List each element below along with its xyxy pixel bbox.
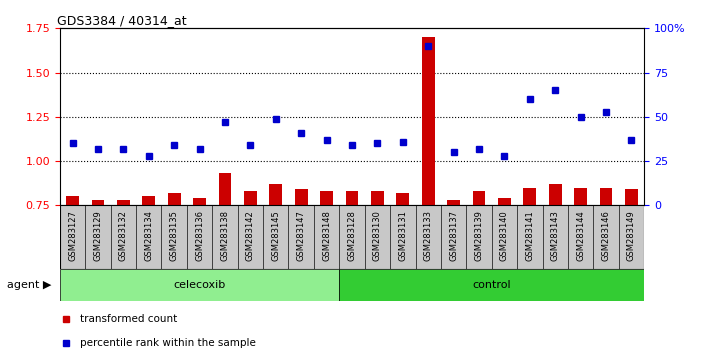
Text: GDS3384 / 40314_at: GDS3384 / 40314_at	[57, 14, 187, 27]
FancyBboxPatch shape	[136, 205, 161, 269]
Text: GSM283138: GSM283138	[220, 210, 230, 261]
FancyBboxPatch shape	[568, 205, 593, 269]
Bar	[219, 173, 232, 205]
Bar	[447, 200, 460, 205]
Bar	[295, 189, 308, 205]
Text: GSM283144: GSM283144	[576, 210, 585, 261]
Text: GSM283148: GSM283148	[322, 210, 331, 261]
Bar	[625, 189, 638, 205]
Text: agent ▶: agent ▶	[7, 280, 51, 290]
Bar	[117, 200, 130, 205]
FancyBboxPatch shape	[263, 205, 289, 269]
Text: GSM283129: GSM283129	[94, 210, 103, 261]
FancyBboxPatch shape	[339, 205, 365, 269]
Bar	[371, 191, 384, 205]
Bar	[142, 196, 155, 205]
Text: GSM283140: GSM283140	[500, 210, 509, 261]
Text: GSM283130: GSM283130	[373, 210, 382, 261]
Bar	[244, 191, 257, 205]
Text: GSM283136: GSM283136	[195, 210, 204, 261]
Bar	[422, 37, 434, 205]
FancyBboxPatch shape	[365, 205, 390, 269]
Text: GSM283132: GSM283132	[119, 210, 128, 261]
Bar	[600, 188, 612, 205]
Text: GSM283127: GSM283127	[68, 210, 77, 261]
FancyBboxPatch shape	[238, 205, 263, 269]
FancyBboxPatch shape	[390, 205, 415, 269]
FancyBboxPatch shape	[619, 205, 644, 269]
FancyBboxPatch shape	[441, 205, 466, 269]
Text: GSM283146: GSM283146	[601, 210, 610, 261]
FancyBboxPatch shape	[466, 205, 491, 269]
Bar	[270, 184, 282, 205]
Text: transformed count: transformed count	[80, 314, 177, 324]
Bar	[498, 198, 511, 205]
FancyBboxPatch shape	[85, 205, 111, 269]
Bar	[92, 200, 104, 205]
FancyBboxPatch shape	[161, 205, 187, 269]
Bar	[66, 196, 79, 205]
Bar	[472, 191, 485, 205]
Text: GSM283137: GSM283137	[449, 210, 458, 261]
Text: GSM283134: GSM283134	[144, 210, 153, 261]
FancyBboxPatch shape	[491, 205, 517, 269]
Bar	[549, 184, 562, 205]
FancyBboxPatch shape	[60, 269, 339, 301]
Text: control: control	[472, 280, 511, 290]
Text: GSM283149: GSM283149	[627, 210, 636, 261]
FancyBboxPatch shape	[415, 205, 441, 269]
FancyBboxPatch shape	[60, 205, 85, 269]
Bar	[168, 193, 180, 205]
Text: GSM283131: GSM283131	[398, 210, 408, 261]
Text: percentile rank within the sample: percentile rank within the sample	[80, 338, 256, 348]
FancyBboxPatch shape	[289, 205, 314, 269]
Text: GSM283133: GSM283133	[424, 210, 433, 261]
Bar	[320, 191, 333, 205]
FancyBboxPatch shape	[593, 205, 619, 269]
Text: GSM283142: GSM283142	[246, 210, 255, 261]
Text: GSM283139: GSM283139	[474, 210, 484, 261]
Text: GSM283128: GSM283128	[348, 210, 356, 261]
FancyBboxPatch shape	[543, 205, 568, 269]
FancyBboxPatch shape	[187, 205, 213, 269]
FancyBboxPatch shape	[314, 205, 339, 269]
Bar	[193, 198, 206, 205]
Text: GSM283141: GSM283141	[525, 210, 534, 261]
Bar	[574, 188, 587, 205]
Text: GSM283143: GSM283143	[551, 210, 560, 261]
Bar	[346, 191, 358, 205]
FancyBboxPatch shape	[339, 269, 644, 301]
Text: GSM283135: GSM283135	[170, 210, 179, 261]
FancyBboxPatch shape	[213, 205, 238, 269]
FancyBboxPatch shape	[111, 205, 136, 269]
Text: GSM283145: GSM283145	[271, 210, 280, 261]
Bar	[524, 188, 536, 205]
FancyBboxPatch shape	[517, 205, 543, 269]
Text: celecoxib: celecoxib	[173, 280, 226, 290]
Bar	[396, 193, 409, 205]
Text: GSM283147: GSM283147	[296, 210, 306, 261]
